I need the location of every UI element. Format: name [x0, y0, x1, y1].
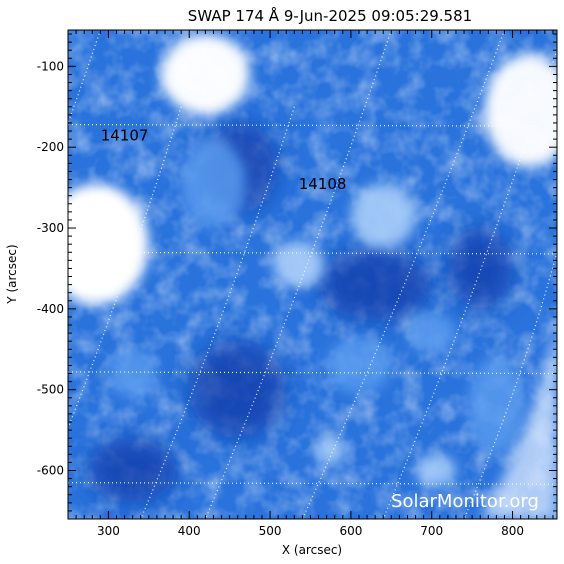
dark-region-3 [88, 438, 178, 503]
chart-title: SWAP 174 Å 9-Jun-2025 09:05:29.581 [188, 6, 472, 25]
latitude-line-1 [68, 251, 557, 255]
active-region-label-0: 14107 [101, 127, 149, 145]
y-axis-label: Y (arcsec) [5, 244, 19, 304]
latitude-line-2 [68, 371, 557, 375]
y-tick-label-3: -400 [37, 302, 64, 316]
active-region-label-1: 14108 [299, 175, 347, 193]
x-axis-label: X (arcsec) [282, 543, 342, 557]
bright-regions-layer [68, 34, 557, 487]
longitude-line-5 [382, 50, 557, 519]
bright-region-6 [407, 312, 456, 354]
dark-region-4 [447, 228, 513, 309]
x-tick-label-5: 800 [501, 524, 524, 538]
bright-region-11 [468, 357, 525, 455]
x-tick-label-0: 300 [97, 524, 120, 538]
bright-region-2 [484, 54, 557, 168]
active-region-labels: 14107 14108 [101, 127, 347, 193]
dark-region-2 [189, 341, 287, 439]
latitude-line-3 [68, 482, 557, 485]
y-tick-label-4: -500 [37, 383, 64, 397]
y-tick-label-2: -300 [37, 221, 64, 235]
bright-region-7 [415, 454, 456, 487]
bright-region-5 [181, 139, 246, 229]
dark-region-1 [318, 248, 432, 321]
bright-region-9 [108, 349, 157, 398]
bright-region-4 [272, 241, 325, 288]
x-tick-label-3: 600 [339, 524, 362, 538]
latitude-line-0 [68, 123, 557, 127]
bright-region-8 [316, 435, 346, 465]
plot-frame [67, 29, 558, 520]
longitude-line-4 [301, 30, 506, 519]
y-tick-label-1: -200 [37, 140, 64, 154]
x-tick-label-4: 700 [420, 524, 443, 538]
limb-brightening [480, 310, 557, 519]
heliographic-grid [68, 30, 557, 519]
y-tick-label-0: -100 [37, 59, 64, 73]
bright-region-3 [350, 183, 416, 249]
bright-region-10 [326, 337, 392, 394]
solar-image: 14107 14108 [68, 30, 557, 519]
x-tick-label-1: 400 [178, 524, 201, 538]
axes: 300 400 500 600 700 800 -100 -200 -300 -400 -500 -6… [37, 30, 557, 538]
bright-region-1 [160, 34, 250, 115]
y-tick-label-5: -600 [37, 464, 64, 478]
x-tick-label-2: 500 [259, 524, 282, 538]
watermark-text: SolarMonitor.org [391, 491, 539, 512]
bright-region-0 [68, 183, 149, 305]
